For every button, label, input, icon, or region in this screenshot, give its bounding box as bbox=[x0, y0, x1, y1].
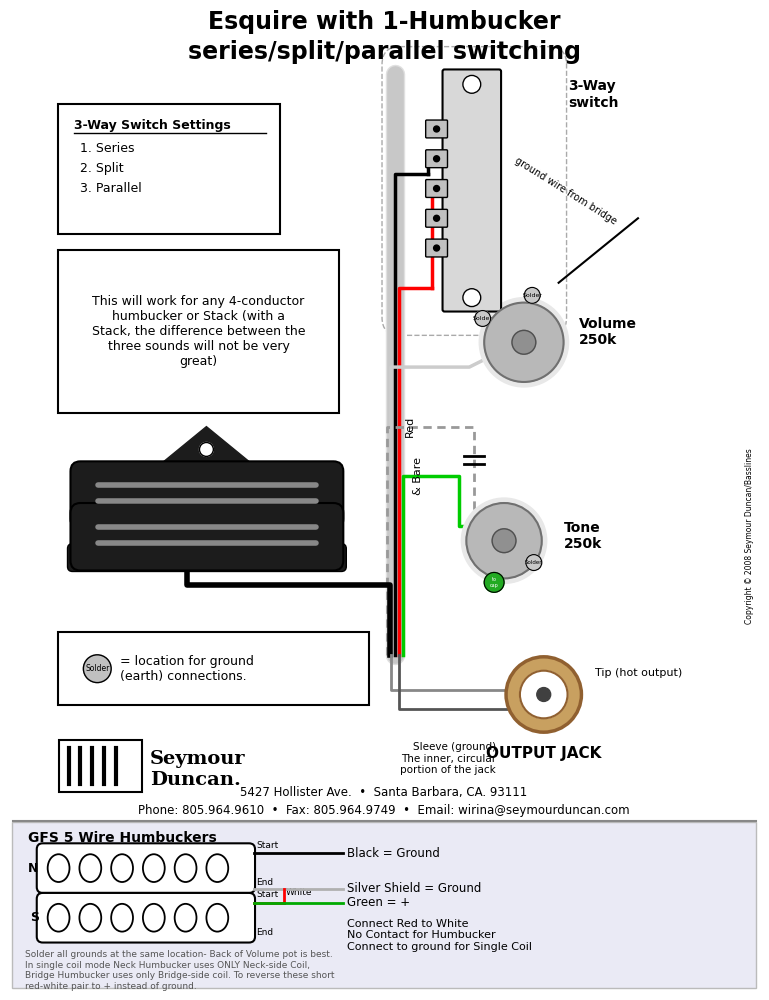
FancyBboxPatch shape bbox=[37, 843, 255, 893]
Text: Seymour
Duncan.: Seymour Duncan. bbox=[150, 750, 245, 789]
Text: Tip (hot output): Tip (hot output) bbox=[595, 668, 683, 678]
Text: 3-Way
switch: 3-Way switch bbox=[568, 79, 619, 110]
FancyBboxPatch shape bbox=[12, 822, 756, 988]
Circle shape bbox=[463, 289, 481, 307]
Ellipse shape bbox=[206, 854, 228, 882]
Text: Solder: Solder bbox=[473, 316, 493, 321]
Circle shape bbox=[199, 442, 213, 456]
FancyBboxPatch shape bbox=[426, 150, 448, 168]
Text: Red: Red bbox=[404, 416, 414, 437]
Circle shape bbox=[526, 555, 541, 570]
Text: = location for ground
(earth) connections.: = location for ground (earth) connection… bbox=[120, 655, 254, 683]
Text: GFS 5 Wire Humbuckers: GFS 5 Wire Humbuckers bbox=[28, 831, 217, 845]
FancyBboxPatch shape bbox=[58, 250, 339, 413]
Text: Esquire with 1-Humbucker: Esquire with 1-Humbucker bbox=[208, 10, 561, 34]
Text: Black = Ground: Black = Ground bbox=[348, 847, 440, 860]
FancyBboxPatch shape bbox=[37, 893, 255, 943]
FancyBboxPatch shape bbox=[426, 180, 448, 197]
Text: Phone: 805.964.9610  •  Fax: 805.964.9749  •  Email: wirina@seymourduncan.com: Phone: 805.964.9610 • Fax: 805.964.9749 … bbox=[138, 804, 630, 817]
Ellipse shape bbox=[48, 854, 69, 882]
Text: 3-Way Switch Settings: 3-Way Switch Settings bbox=[75, 119, 231, 132]
Ellipse shape bbox=[112, 854, 133, 882]
Circle shape bbox=[484, 303, 564, 382]
Text: Volume
250k: Volume 250k bbox=[578, 317, 637, 347]
Text: ground wire from bridge: ground wire from bridge bbox=[513, 155, 618, 226]
Circle shape bbox=[434, 156, 440, 162]
Text: 1. Series: 1. Series bbox=[81, 142, 135, 155]
FancyBboxPatch shape bbox=[442, 69, 501, 312]
Circle shape bbox=[506, 657, 581, 732]
Polygon shape bbox=[151, 427, 261, 471]
Text: Copyright © 2008 Seymour Duncan/Basslines: Copyright © 2008 Seymour Duncan/Bassline… bbox=[744, 448, 754, 624]
Ellipse shape bbox=[143, 854, 165, 882]
Ellipse shape bbox=[175, 904, 197, 932]
Text: White: White bbox=[286, 888, 312, 897]
Ellipse shape bbox=[175, 854, 197, 882]
Text: Green = +: Green = + bbox=[348, 896, 411, 909]
Text: Start: Start bbox=[256, 841, 278, 850]
Text: Tone
250k: Tone 250k bbox=[564, 521, 602, 551]
Ellipse shape bbox=[143, 904, 165, 932]
Text: N: N bbox=[28, 862, 38, 875]
Text: OUTPUT JACK: OUTPUT JACK bbox=[486, 746, 601, 761]
Ellipse shape bbox=[48, 904, 69, 932]
Text: series/split/parallel switching: series/split/parallel switching bbox=[188, 40, 581, 64]
Text: & Bare: & Bare bbox=[413, 457, 423, 495]
Circle shape bbox=[461, 498, 547, 583]
FancyBboxPatch shape bbox=[71, 461, 343, 529]
Text: Solder: Solder bbox=[522, 293, 542, 298]
Ellipse shape bbox=[206, 904, 228, 932]
Text: Sleeve (ground)
The inner, circular
portion of the jack: Sleeve (ground) The inner, circular port… bbox=[401, 742, 496, 775]
Circle shape bbox=[463, 75, 481, 93]
Text: Solder all grounds at the same location- Back of Volume pot is best.
In single c: Solder all grounds at the same location-… bbox=[25, 950, 335, 991]
Text: to
cap: to cap bbox=[490, 577, 498, 588]
Circle shape bbox=[512, 330, 536, 354]
Circle shape bbox=[537, 688, 551, 701]
FancyBboxPatch shape bbox=[71, 503, 343, 570]
Ellipse shape bbox=[79, 904, 102, 932]
Circle shape bbox=[520, 671, 568, 718]
Circle shape bbox=[434, 126, 440, 132]
Circle shape bbox=[479, 298, 568, 387]
FancyBboxPatch shape bbox=[58, 104, 280, 234]
Text: 2. Split: 2. Split bbox=[81, 162, 124, 175]
Circle shape bbox=[474, 311, 491, 326]
Text: End: End bbox=[256, 878, 273, 887]
FancyBboxPatch shape bbox=[58, 740, 142, 792]
FancyBboxPatch shape bbox=[58, 632, 369, 705]
FancyBboxPatch shape bbox=[68, 544, 346, 571]
Circle shape bbox=[484, 572, 504, 592]
Circle shape bbox=[83, 655, 112, 683]
Circle shape bbox=[466, 503, 541, 578]
Ellipse shape bbox=[112, 904, 133, 932]
Text: 5427 Hollister Ave.  •  Santa Barbara, CA. 93111: 5427 Hollister Ave. • Santa Barbara, CA.… bbox=[241, 786, 528, 799]
Circle shape bbox=[434, 245, 440, 251]
Circle shape bbox=[434, 215, 440, 221]
Circle shape bbox=[492, 529, 516, 553]
FancyBboxPatch shape bbox=[426, 209, 448, 227]
FancyBboxPatch shape bbox=[426, 120, 448, 138]
Text: Connect Red to White
No Contact for Humbucker
Connect to ground for Single Coil: Connect Red to White No Contact for Humb… bbox=[348, 919, 532, 952]
Circle shape bbox=[524, 287, 540, 303]
Text: Solder: Solder bbox=[525, 560, 543, 565]
Circle shape bbox=[434, 186, 440, 191]
Text: This will work for any 4-conductor
humbucker or Stack (with a
Stack, the differe: This will work for any 4-conductor humbu… bbox=[92, 295, 305, 368]
Text: Solder: Solder bbox=[85, 664, 109, 673]
Text: S: S bbox=[30, 911, 38, 924]
Ellipse shape bbox=[79, 854, 102, 882]
Text: End: End bbox=[256, 928, 273, 937]
Text: Start: Start bbox=[256, 890, 278, 899]
Text: 3. Parallel: 3. Parallel bbox=[81, 182, 142, 195]
FancyBboxPatch shape bbox=[426, 239, 448, 257]
Text: Silver Shield = Ground: Silver Shield = Ground bbox=[348, 882, 481, 895]
